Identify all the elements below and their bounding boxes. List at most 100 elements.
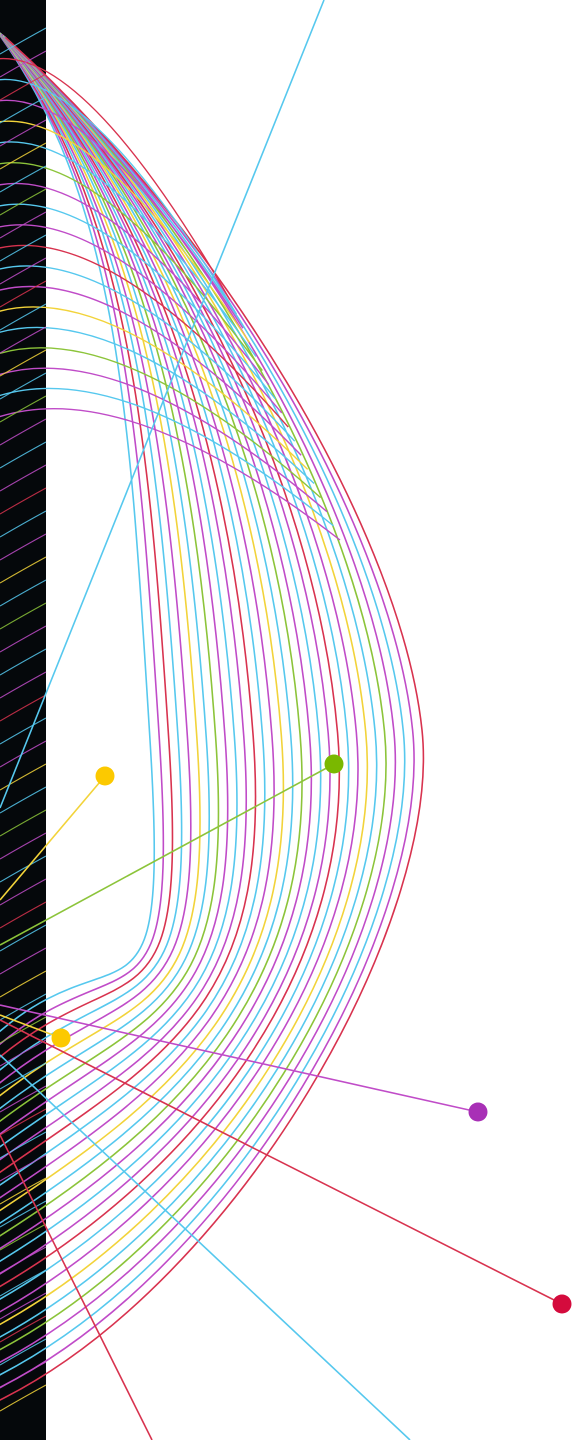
strip-hatch-line	[0, 694, 47, 722]
curve-line	[0, 36, 397, 1364]
strip-hatch-line	[0, 257, 47, 285]
curve-line	[0, 32, 238, 1148]
fan-arc	[0, 58, 231, 301]
strip-hatch-line	[0, 648, 47, 676]
fan-arc	[0, 203, 276, 400]
curve-line	[0, 32, 275, 1199]
strip-hatch-line	[0, 119, 47, 147]
strip-hatch-line	[0, 924, 47, 952]
curve-line	[0, 32, 201, 1097]
strip-hatch-line	[0, 165, 47, 193]
strip-hatch-line	[0, 878, 47, 906]
strip-hatch-line	[0, 1108, 47, 1136]
curve-group	[0, 32, 425, 1401]
yellow-dot-lower	[51, 1028, 71, 1048]
strip-hatch-line	[0, 1085, 47, 1113]
strip-hatch-line	[0, 1016, 47, 1044]
ray-line	[0, 775, 106, 901]
strip-hatch-line	[0, 1269, 47, 1297]
strip-hatch-line	[0, 740, 47, 768]
strip-hatch-line	[0, 464, 47, 492]
strip-hatch-line	[0, 717, 47, 745]
curve-line	[0, 34, 350, 1300]
ray-line	[0, 1019, 563, 1305]
strip-hatch-line	[0, 303, 47, 331]
strip-hatch-line	[0, 326, 47, 354]
strip-hatch-line	[0, 27, 47, 55]
strip-hatch-line	[0, 832, 47, 860]
fan-arc	[0, 367, 328, 513]
strip-hatch-line	[0, 1315, 47, 1343]
curve-line	[0, 32, 257, 1174]
strip-hatch-line	[0, 671, 47, 699]
curve-line	[0, 32, 229, 1135]
curve-line	[0, 36, 387, 1351]
strip-hatch-line	[0, 1338, 47, 1366]
fan-arc	[0, 306, 309, 470]
curve-line	[0, 37, 425, 1401]
curve-line	[0, 33, 313, 1250]
ray-line	[0, 1014, 62, 1039]
strip-hatch-line	[0, 1200, 47, 1228]
strip-hatch-line	[0, 763, 47, 791]
strip-hatch-line	[0, 142, 47, 170]
fan-arc	[0, 407, 341, 541]
strip-hatch-line	[0, 234, 47, 262]
strip-hatch-line	[0, 395, 47, 423]
strip-hatch-line	[0, 50, 47, 78]
strip-hatch-line	[0, 579, 47, 607]
strip-hatch-line	[0, 441, 47, 469]
strip-hatch-line	[0, 970, 47, 998]
curve-line	[0, 34, 322, 1263]
strip-hatch-line	[0, 349, 47, 377]
strip-hatch-line	[0, 993, 47, 1021]
strip-hatch-line	[0, 947, 47, 975]
strip-hatch-line	[0, 786, 47, 814]
strip-hatch-line	[0, 855, 47, 883]
ray-line	[0, 1054, 411, 1440]
fan-arc	[0, 244, 289, 428]
strip-hatch-line	[0, 1292, 47, 1320]
fan-arc	[0, 120, 250, 343]
strip-hatch-line	[0, 901, 47, 929]
curve-line	[0, 32, 210, 1110]
green-dot	[324, 754, 344, 774]
strip-hatch-line	[0, 487, 47, 515]
curve-line	[0, 34, 156, 1033]
red-dot	[552, 1294, 572, 1314]
strip-hatch-line	[0, 1223, 47, 1251]
yellow-dot-upper	[95, 766, 115, 786]
strip-hatch-line	[0, 625, 47, 653]
fan-arc	[0, 141, 257, 357]
curve-line	[0, 36, 415, 1389]
strip-hatch-line	[0, 96, 47, 124]
strip-hatch-line	[0, 1177, 47, 1205]
strip-hatch-line	[0, 510, 47, 538]
curve-line	[0, 34, 341, 1288]
strip-hatch-line	[0, 1131, 47, 1159]
ray-group	[0, 0, 563, 1440]
curve-line	[0, 33, 174, 1059]
strip-hatch-line	[0, 73, 47, 101]
fan-arc	[0, 224, 283, 414]
curve-line	[0, 35, 359, 1313]
strip-hatch-line	[0, 1361, 47, 1389]
strip-hatch-line	[0, 1384, 47, 1412]
curve-line	[0, 34, 331, 1275]
strip-hatch-line	[0, 188, 47, 216]
strip-hatch-line	[0, 372, 47, 400]
strip-hatch-line	[0, 533, 47, 561]
strip-hatch-line	[0, 809, 47, 837]
strip-hatch-line	[0, 211, 47, 239]
fan-arc	[0, 99, 244, 329]
strip-hatch-line	[0, 1062, 47, 1090]
fan-arc	[0, 162, 263, 372]
fan-arc	[0, 285, 302, 456]
curve-line	[0, 33, 303, 1237]
curve-line	[0, 35, 368, 1326]
purple-dot	[468, 1102, 488, 1122]
fan-arc	[0, 387, 334, 527]
strip-hatch-line	[0, 1154, 47, 1182]
